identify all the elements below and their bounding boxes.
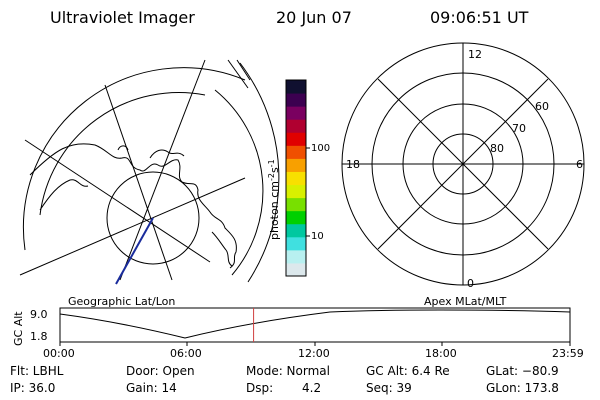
map-meridian: [119, 59, 206, 281]
colorbar-segment: [286, 119, 306, 133]
dsp-value: 4.2: [302, 381, 322, 395]
colorbar-tick-100: 100: [311, 143, 330, 154]
colorbar-segment: [286, 171, 306, 186]
polar-mlt-line: [377, 78, 549, 250]
colorbar-segment: [286, 132, 306, 146]
altitude-curve: [59, 309, 571, 339]
timeline-axis-label: GC Alt: [12, 311, 25, 346]
seq-status: Seq: 39: [366, 381, 412, 395]
colorbar-segment: [286, 249, 306, 264]
map-edge-arc: [236, 59, 251, 81]
colorbar-frame: [285, 79, 307, 277]
timeline-tick: 00:00: [43, 347, 75, 360]
timeline-tick: 23:59: [552, 347, 584, 360]
map-meridian: [104, 84, 173, 281]
apex-panel-label: Apex MLat/MLT: [424, 295, 507, 308]
colorbar-segment: [286, 106, 306, 120]
map-latitude-arc: [214, 89, 264, 276]
coastline: [117, 145, 129, 151]
colorbar-segment: [286, 184, 306, 199]
coastline: [29, 143, 237, 269]
map-latitude-arc: [239, 62, 280, 283]
colorbar-segment: [286, 80, 306, 94]
timeline-ymax: 9.0: [30, 308, 48, 321]
colorbar-segment: [286, 262, 306, 277]
coastline: [39, 179, 89, 211]
colorbar-segment: [286, 210, 306, 225]
mlt-label-0: 0: [467, 277, 474, 290]
colorbar-segment: [286, 93, 306, 107]
glat-status: GLat: −80.9: [486, 364, 559, 378]
colorbar-segment: [286, 145, 306, 159]
timeline-frame: [59, 307, 571, 343]
mlt-label-6: 6: [576, 158, 583, 171]
geographic-panel-label: Geographic Lat/Lon: [68, 295, 175, 308]
coastline: [211, 231, 233, 267]
colorbar-segment: [286, 197, 306, 212]
map-latitude-arc: [39, 92, 206, 216]
gc-alt-status: GC Alt: 6.4 Re: [366, 364, 450, 378]
filter-status: Flt: LBHL: [10, 364, 64, 378]
map-latitude-arc: [22, 67, 246, 251]
colorbar-unit-label: photon cm-2s-1: [267, 159, 281, 240]
geographic-map: [19, 59, 280, 285]
date-label: 20 Jun 07: [276, 8, 352, 27]
instrument-title: Ultraviolet Imager: [50, 8, 195, 27]
colorbar-segment: [286, 236, 306, 251]
map-meridian: [19, 177, 246, 276]
mlt-label-12: 12: [468, 48, 482, 61]
timeline-tick: 12:00: [298, 347, 330, 360]
satellite-track: [115, 217, 154, 285]
mlat-label-80: 80: [490, 142, 504, 155]
colorbar-segment: [286, 158, 306, 172]
colorbar-segment: [286, 223, 306, 238]
ip-status: IP: 36.0: [10, 381, 56, 395]
gain-status: Gain: 14: [126, 381, 177, 395]
mlat-label-70: 70: [512, 122, 526, 135]
dsp-label: Dsp:: [246, 381, 274, 395]
map-pole-circle: [106, 171, 200, 265]
timeline-tick: 18:00: [425, 347, 457, 360]
timeline-tick: 06:00: [170, 347, 202, 360]
timeline-ymin: 1.8: [30, 330, 48, 343]
mlat-label-60: 60: [535, 100, 549, 113]
color-scale-bar: [285, 79, 310, 277]
map-meridian: [24, 139, 211, 263]
apex-polar-grid: [341, 42, 585, 286]
mlt-label-18: 18: [346, 158, 360, 171]
colorbar-tick-10: 10: [311, 231, 324, 242]
glon-status: GLon: 173.8: [486, 381, 559, 395]
time-label: 09:06:51 UT: [430, 8, 529, 27]
coastline: [149, 149, 185, 159]
mode-status: Mode: Normal: [246, 364, 330, 378]
door-status: Door: Open: [126, 364, 195, 378]
map-edge-arc: [227, 59, 249, 89]
